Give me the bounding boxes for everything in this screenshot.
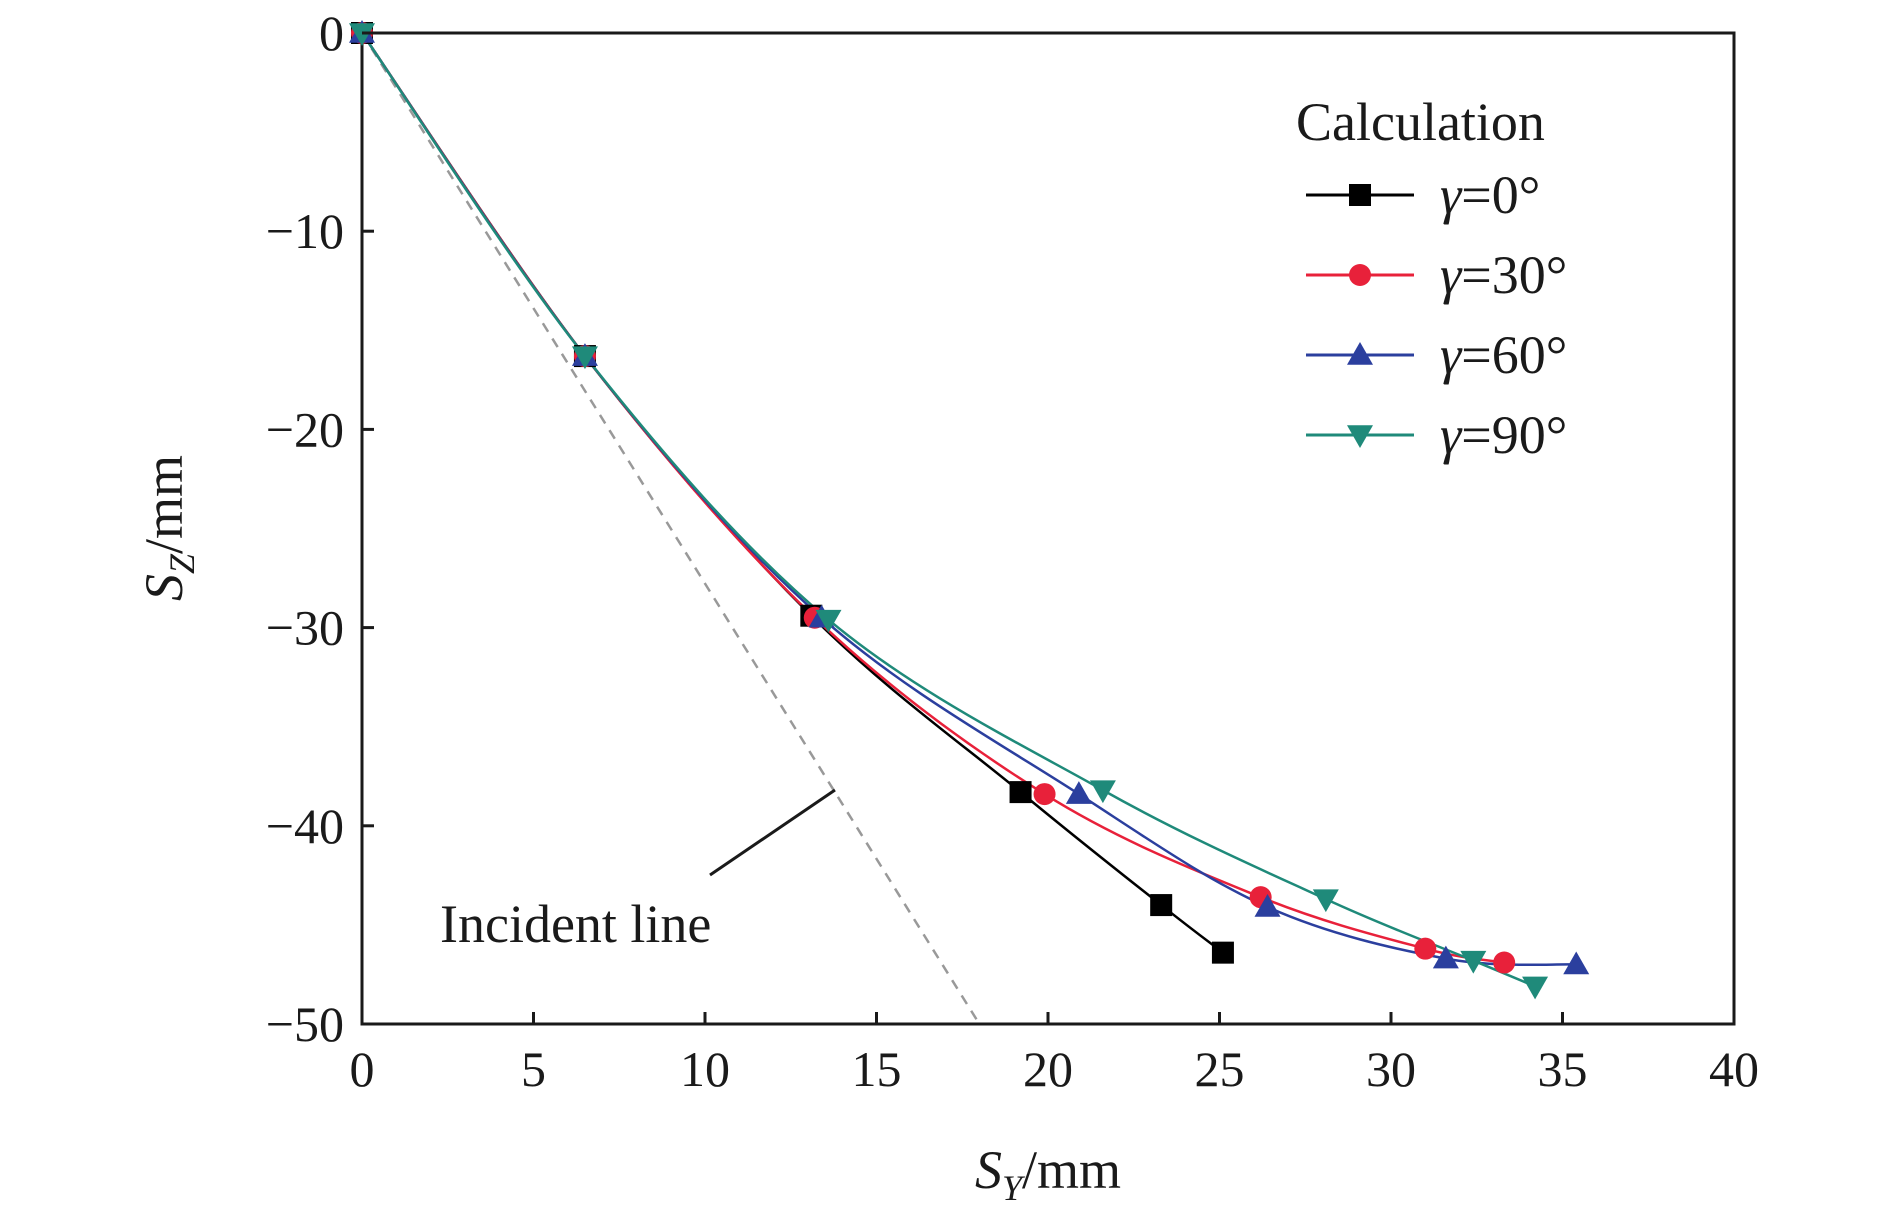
series-markers-layer: [349, 20, 1590, 1000]
series-line-0: [360, 32, 1224, 954]
data-point-s2-4: [1254, 894, 1281, 917]
annotation-leader-line: [709, 788, 836, 877]
data-point-s1-5: [1414, 937, 1437, 960]
data-point-s3-2: [815, 609, 842, 633]
data-point-s0-4: [1150, 894, 1173, 917]
x-tick-label-1: 5: [521, 1041, 546, 1097]
data-point-s3-4: [1312, 889, 1339, 913]
x-tick-label-4: 20: [1023, 1041, 1073, 1097]
incident-line-layer: [360, 32, 981, 1025]
y-axis-title: SZ/mm: [134, 455, 202, 601]
legend-marker-0: [1349, 184, 1371, 206]
x-tick-label-3: 15: [852, 1041, 902, 1097]
incident-line: [360, 32, 981, 1025]
series-lines-layer: [360, 32, 1577, 988]
legend-value-0: =0°: [1461, 165, 1540, 225]
legend-marker-1: [1349, 264, 1371, 286]
data-point-s2-3: [1065, 781, 1092, 804]
legend-marker-3: [1347, 425, 1373, 448]
y-axis-unit: /mm: [134, 455, 194, 554]
x-axis-subscript: Y: [1002, 1168, 1026, 1208]
data-point-s3-5: [1460, 950, 1487, 974]
x-tick-label-0: 0: [350, 1041, 375, 1097]
data-point-s1-3: [1033, 783, 1056, 806]
data-point-s3-3: [1089, 780, 1116, 804]
legend-label-1: γ=30°: [1440, 245, 1567, 305]
data-point-s3-1: [571, 346, 598, 370]
y-tick-label-0: 0: [319, 5, 344, 61]
series-line-1: [360, 32, 1505, 964]
legend-title: Calculation: [1296, 92, 1545, 152]
legend-marker-2: [1347, 342, 1373, 365]
y-axis-symbol: S: [134, 574, 194, 601]
data-point-s0-3: [1009, 781, 1032, 804]
y-tick-label-4: −40: [266, 798, 344, 854]
x-axis-symbol: S: [975, 1140, 1002, 1200]
x-axis-title: SY/mm: [975, 1140, 1121, 1208]
data-point-s3-0: [349, 23, 375, 46]
series-line-2: [360, 32, 1577, 967]
x-tick-label-7: 35: [1538, 1041, 1588, 1097]
legend-label-3: γ=90°: [1440, 405, 1567, 465]
x-tick-label-8: 40: [1709, 1041, 1759, 1097]
y-axis-ticks: 0 −10 −20 −30 −40 −50: [266, 5, 374, 1052]
legend-value-3: =90°: [1461, 405, 1567, 465]
legend: Calculation γ=0°γ=30°γ=60°γ=90°: [1296, 92, 1567, 465]
y-tick-label-2: −20: [266, 401, 344, 457]
y-tick-label-3: −30: [266, 600, 344, 656]
legend-symbol-1: γ: [1440, 245, 1463, 305]
legend-value-2: =60°: [1461, 325, 1567, 385]
x-axis-ticks: 0 5 10 15 20 25 30 35 40: [350, 1012, 1759, 1097]
data-point-s3-6: [1522, 976, 1549, 1000]
incident-line-label: Incident line: [440, 894, 711, 954]
legend-label-0: γ=0°: [1440, 165, 1540, 225]
legend-value-1: =30°: [1461, 245, 1567, 305]
data-point-s0-5: [1211, 941, 1234, 964]
x-axis-unit: /mm: [1022, 1140, 1121, 1200]
legend-symbol-2: γ: [1440, 325, 1463, 385]
y-axis-subscript: Z: [162, 553, 202, 574]
series-line-3: [360, 32, 1536, 988]
x-tick-label-5: 25: [1195, 1041, 1245, 1097]
x-tick-label-2: 10: [680, 1041, 730, 1097]
legend-entries: γ=0°γ=30°γ=60°γ=90°: [1306, 165, 1567, 465]
legend-label-2: γ=60°: [1440, 325, 1567, 385]
data-point-s2-6: [1563, 951, 1590, 975]
y-tick-label-1: −10: [266, 203, 344, 259]
data-point-s2-5: [1432, 945, 1459, 969]
legend-symbol-0: γ: [1440, 165, 1463, 225]
legend-symbol-3: γ: [1440, 405, 1463, 465]
y-tick-label-5: −50: [266, 996, 344, 1052]
data-point-s1-6: [1493, 951, 1516, 974]
x-tick-label-6: 30: [1366, 1041, 1416, 1097]
